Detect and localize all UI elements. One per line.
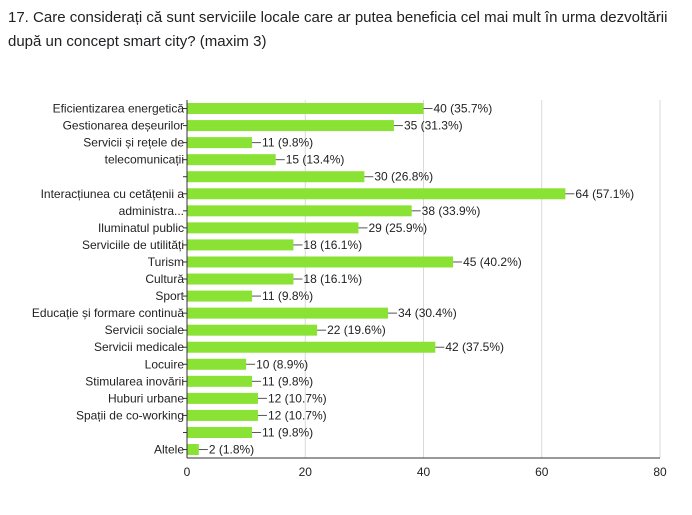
category-label: Gestionarea deșeurilor: [63, 119, 184, 133]
value-label: 18 (16.1%): [303, 238, 362, 252]
value-label: 64 (57.1%): [575, 187, 634, 201]
bar: [187, 290, 253, 302]
value-label: 11 (9.8%): [262, 289, 313, 303]
value-label: 35 (31.3%): [404, 119, 463, 133]
value-label: 22 (19.6%): [327, 323, 386, 337]
bar: [187, 273, 294, 285]
value-label: 30 (26.8%): [374, 170, 433, 184]
category-label: Interacțiunea cu cetățenii a: [41, 187, 185, 201]
value-label: 11 (9.8%): [262, 425, 313, 439]
category-label: Spații de co-working: [76, 408, 184, 422]
value-label: 12 (10.7%): [268, 408, 327, 422]
category-label: telecomunicații: [105, 153, 184, 167]
bar: [187, 324, 318, 336]
value-label: 11 (9.8%): [262, 136, 313, 150]
bar: [187, 188, 566, 200]
category-label: Iluminatul public: [98, 221, 184, 235]
value-label: 45 (40.2%): [463, 255, 522, 269]
category-label: administra...: [119, 204, 184, 218]
category-label: Sport: [155, 289, 184, 303]
value-label: 11 (9.8%): [262, 374, 313, 388]
bar: [187, 409, 258, 421]
category-label: Servicii sociale: [105, 323, 185, 337]
value-label: 10 (8.9%): [256, 357, 308, 371]
category-label: Educație și formare continuă: [32, 306, 184, 320]
bar: [187, 205, 412, 217]
category-label: Locuire: [145, 357, 185, 371]
category-label: Cultură: [145, 272, 184, 286]
value-label: 12 (10.7%): [268, 391, 327, 405]
bar: [187, 120, 394, 132]
value-label: 40 (35.7%): [434, 102, 493, 116]
bar: [187, 375, 253, 387]
bar: [187, 341, 436, 353]
bar: [187, 256, 454, 268]
x-tick-label: 60: [535, 465, 549, 479]
bar: [187, 307, 389, 319]
value-label: 2 (1.8%): [209, 443, 254, 457]
category-label: Eficientizarea energetică: [53, 102, 185, 116]
value-label: 38 (33.9%): [422, 204, 481, 218]
bar: [187, 103, 424, 115]
bar: [187, 392, 258, 404]
value-label: 29 (25.9%): [368, 221, 427, 235]
bar: [187, 426, 253, 438]
bar: [187, 358, 247, 370]
bar: [187, 444, 199, 456]
category-label: Servicii medicale: [94, 340, 184, 354]
category-label: Servicii și rețele de: [83, 136, 184, 150]
x-tick-label: 80: [653, 465, 667, 479]
question-title: 17. Care considerați că sunt serviciile …: [8, 9, 668, 50]
x-tick-label: 0: [184, 465, 191, 479]
category-label: Altele: [154, 443, 184, 457]
bar: [187, 171, 365, 183]
bar: [187, 154, 276, 166]
bar: [187, 222, 359, 234]
bar: [187, 137, 253, 149]
category-label: Serviciile de utilități: [82, 238, 184, 252]
value-label: 18 (16.1%): [303, 272, 362, 286]
value-label: 15 (13.4%): [286, 153, 345, 167]
value-label: 42 (37.5%): [445, 340, 504, 354]
x-tick-label: 20: [299, 465, 313, 479]
x-tick-label: 40: [417, 465, 431, 479]
category-label: Stimularea inovării: [85, 374, 184, 388]
category-label: Huburi urbane: [108, 391, 184, 405]
value-label: 34 (30.4%): [398, 306, 457, 320]
bar: [187, 239, 294, 251]
category-label: Turism: [148, 255, 184, 269]
